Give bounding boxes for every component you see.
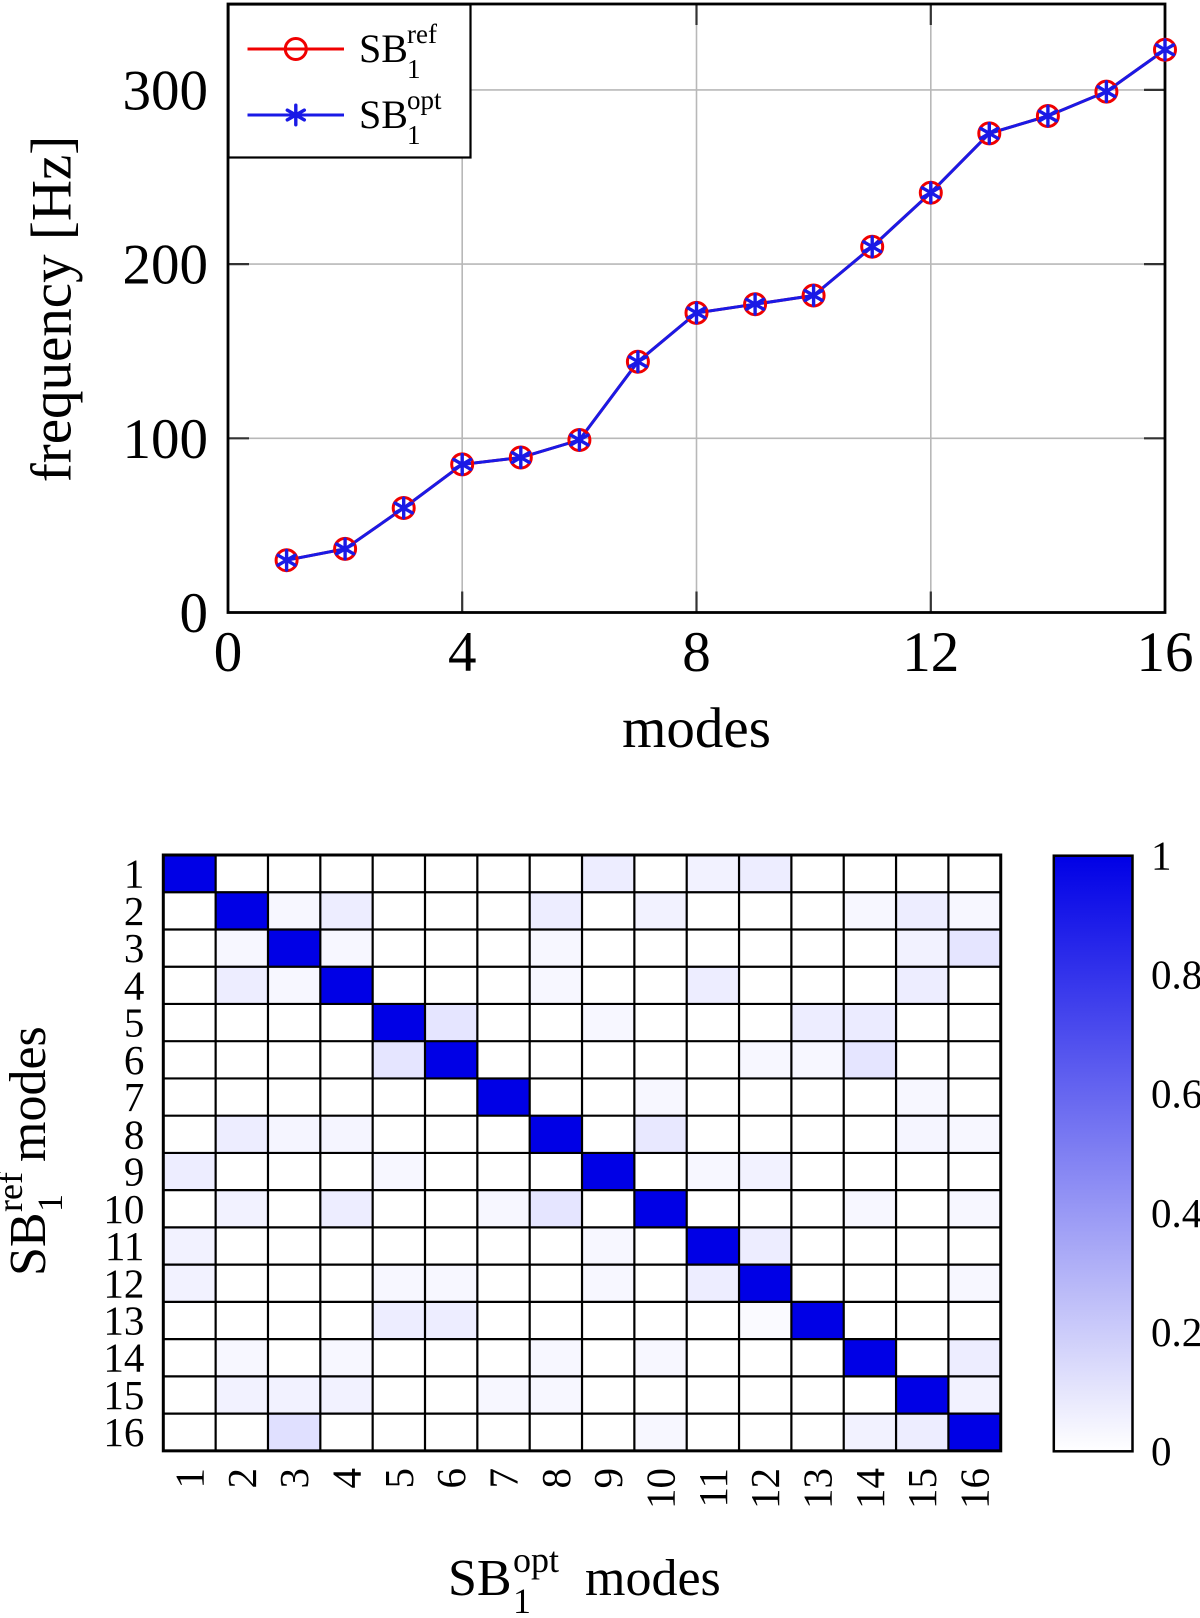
svg-text:SB: SB [0,1212,57,1276]
svg-text:modes: modes [585,1550,721,1607]
svg-text:14: 14 [847,1468,893,1509]
svg-text:0: 0 [1151,1428,1172,1474]
svg-text:1: 1 [407,54,421,84]
svg-text:12: 12 [103,1260,144,1306]
svg-text:SB: SB [359,26,408,71]
svg-text:5: 5 [376,1468,422,1489]
svg-text:4: 4 [324,1468,370,1489]
svg-text:1: 1 [407,120,421,150]
svg-text:8: 8 [533,1468,579,1489]
svg-text:12: 12 [742,1468,788,1509]
svg-text:16: 16 [1137,621,1194,684]
svg-text:300: 300 [123,59,209,122]
svg-text:1: 1 [513,1581,531,1618]
svg-text:0: 0 [180,582,209,645]
svg-text:5: 5 [124,1000,145,1046]
svg-text:7: 7 [481,1468,527,1489]
svg-text:opt: opt [407,85,442,115]
svg-text:200: 200 [123,234,209,297]
svg-text:16: 16 [952,1468,998,1509]
svg-text:modes: modes [0,1026,57,1162]
svg-text:8: 8 [682,621,711,684]
svg-text:11: 11 [690,1468,736,1507]
svg-text:10: 10 [103,1186,144,1232]
svg-text:13: 13 [103,1298,144,1344]
svg-text:3: 3 [271,1468,317,1489]
svg-text:8: 8 [124,1111,145,1157]
svg-text:13: 13 [795,1468,841,1509]
svg-text:7: 7 [124,1074,145,1120]
svg-text:SB: SB [359,92,408,137]
svg-text:15: 15 [103,1372,144,1418]
svg-text:6: 6 [428,1468,474,1489]
svg-text:100: 100 [123,408,209,471]
svg-text:ref: ref [0,1172,30,1212]
svg-text:16: 16 [103,1409,144,1455]
svg-text:0.4: 0.4 [1151,1190,1200,1236]
svg-text:12: 12 [902,621,959,684]
svg-text:6: 6 [124,1037,145,1083]
svg-text:opt: opt [513,1540,559,1580]
svg-text:4: 4 [448,621,477,684]
svg-text:modes: modes [622,697,771,760]
svg-text:1: 1 [1151,832,1172,878]
svg-text:frequency [Hz]: frequency [Hz] [21,136,84,483]
svg-text:1: 1 [167,1468,213,1489]
svg-text:0: 0 [214,621,243,684]
svg-text:1: 1 [30,1194,70,1212]
svg-text:0.2: 0.2 [1151,1309,1200,1355]
svg-text:1: 1 [124,851,145,897]
svg-text:10: 10 [638,1468,684,1509]
svg-text:11: 11 [105,1223,144,1269]
svg-text:9: 9 [585,1468,631,1489]
svg-text:0.8: 0.8 [1151,952,1200,998]
svg-text:4: 4 [124,962,145,1008]
svg-text:2: 2 [124,888,145,934]
svg-text:ref: ref [407,19,437,49]
svg-text:9: 9 [124,1149,145,1195]
svg-text:0.6: 0.6 [1151,1071,1200,1117]
svg-text:3: 3 [124,925,145,971]
svg-text:SB: SB [448,1550,512,1607]
svg-text:14: 14 [103,1335,144,1381]
svg-text:2: 2 [219,1468,265,1489]
svg-text:15: 15 [899,1468,945,1509]
